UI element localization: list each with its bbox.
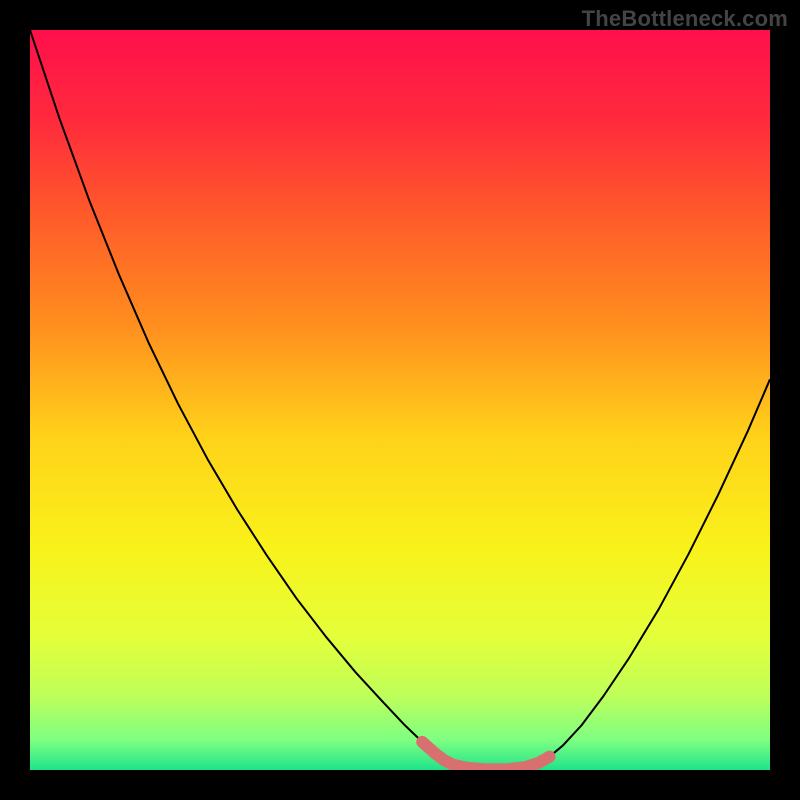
watermark-text: TheBottleneck.com [582,6,788,32]
chart-root: { "watermark": { "text": "TheBottleneck.… [0,0,800,800]
bottleneck-chart [30,30,770,770]
plot-area [30,30,770,770]
gradient-background [30,30,770,770]
